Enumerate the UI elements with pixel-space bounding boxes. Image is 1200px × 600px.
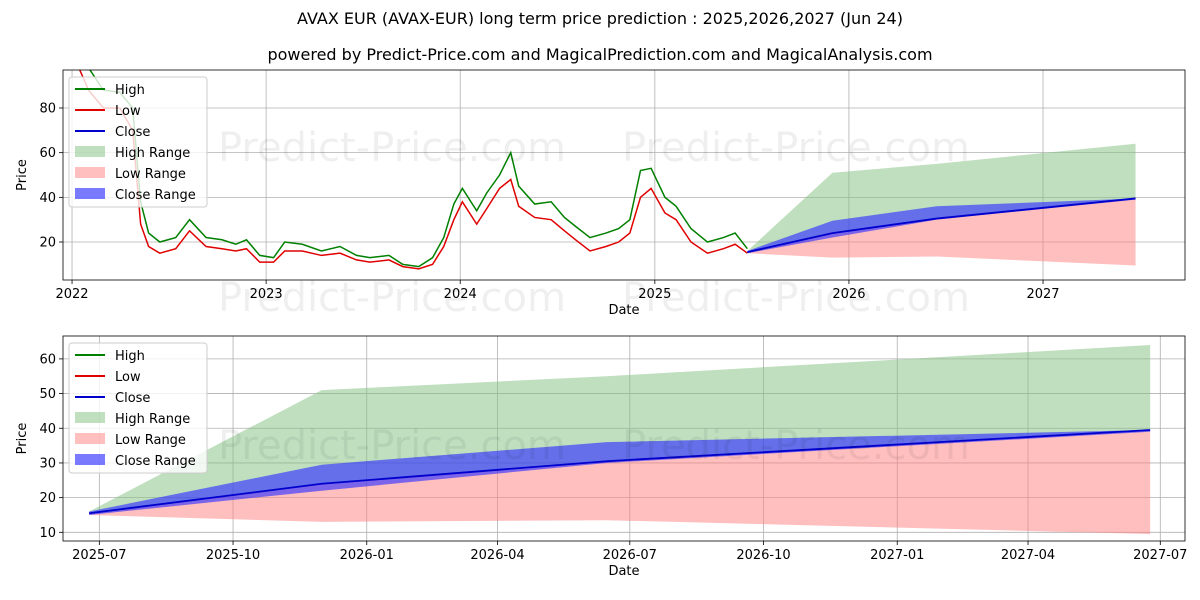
legend-swatch-patch — [75, 412, 105, 423]
plot-frame — [62, 335, 1186, 542]
legend-label: Close Range — [115, 454, 196, 469]
y-tick-label: 10 — [39, 526, 56, 541]
y-tick-label: 80 — [39, 101, 56, 116]
low-range-area — [89, 430, 1151, 535]
close-forecast-line — [89, 429, 1151, 515]
legend-label: High Range — [115, 412, 190, 427]
legend-label: Close — [115, 125, 150, 140]
watermark: Predict-Price.com — [218, 275, 566, 321]
y-tick-label: 40 — [39, 422, 56, 437]
x-tick-label: 2023 — [250, 287, 283, 302]
close-range-area — [747, 198, 1136, 254]
chart-title: AVAX EUR (AVAX-EUR) long term price pred… — [297, 9, 903, 28]
y-tick-label: 30 — [39, 456, 56, 471]
x-tick-label: 2026-07 — [603, 548, 657, 563]
legend-label: Low — [115, 370, 141, 385]
legend-label: High — [115, 349, 145, 364]
high-series-line — [89, 70, 748, 268]
plot-area — [78, 70, 1136, 270]
legend-label: Close Range — [115, 188, 196, 203]
legend-swatch-patch — [75, 454, 105, 465]
x-tick-label: 2027-01 — [870, 548, 924, 563]
y-tick-label: 20 — [39, 236, 56, 251]
x-tick-label: 2025-10 — [206, 548, 260, 563]
legend-swatch-patch — [75, 188, 105, 199]
legend-label: Low Range — [115, 433, 186, 448]
x-tick-label: 2027-04 — [1001, 548, 1055, 563]
x-tick-label: 2024 — [444, 287, 477, 302]
x-tick-label: 2025-07 — [72, 548, 126, 563]
close-range-area — [89, 430, 1151, 515]
y-axis-label: Price — [15, 423, 30, 455]
legend-label: Close — [115, 391, 150, 406]
low-series-line — [78, 70, 748, 270]
watermark: Predict-Price.com — [622, 125, 970, 171]
y-tick-label: 60 — [39, 352, 56, 367]
y-tick-label: 40 — [39, 191, 56, 206]
x-axis-label: Date — [608, 303, 639, 318]
y-axis-label: Price — [15, 159, 30, 191]
legend-swatch-patch — [75, 146, 105, 157]
x-tick-label: 2027-07 — [1133, 548, 1187, 563]
x-tick-label: 2025 — [638, 287, 671, 302]
chart-subtitle: powered by Predict-Price.com and Magical… — [267, 45, 933, 64]
y-tick-label: 60 — [39, 146, 56, 161]
x-axis-label: Date — [608, 564, 639, 579]
legend-swatch-patch — [75, 167, 105, 178]
watermark: Predict-Price.com — [218, 125, 566, 171]
x-tick-label: 2027 — [1026, 287, 1059, 302]
x-tick-label: 2022 — [55, 287, 88, 302]
watermark: Predict-Price.com — [622, 423, 970, 469]
watermark: Predict-Price.com — [622, 275, 970, 321]
x-tick-label: 2026-10 — [736, 548, 790, 563]
x-tick-label: 2026-04 — [470, 548, 524, 563]
y-tick-label: 20 — [39, 491, 56, 506]
y-tick-label: 50 — [39, 387, 56, 402]
legend-swatch-patch — [75, 433, 105, 444]
x-tick-label: 2026-01 — [340, 548, 394, 563]
plot-area — [89, 345, 1151, 535]
low-range-area — [747, 198, 1136, 266]
legend-label: Low — [115, 104, 141, 119]
plot-frame — [62, 69, 1186, 281]
x-tick-label: 2026 — [832, 287, 865, 302]
legend-label: High Range — [115, 146, 190, 161]
legend-label: High — [115, 83, 145, 98]
legend-label: Low Range — [115, 167, 186, 182]
watermark: Predict-Price.com — [218, 423, 566, 469]
close-forecast-line — [747, 197, 1136, 253]
